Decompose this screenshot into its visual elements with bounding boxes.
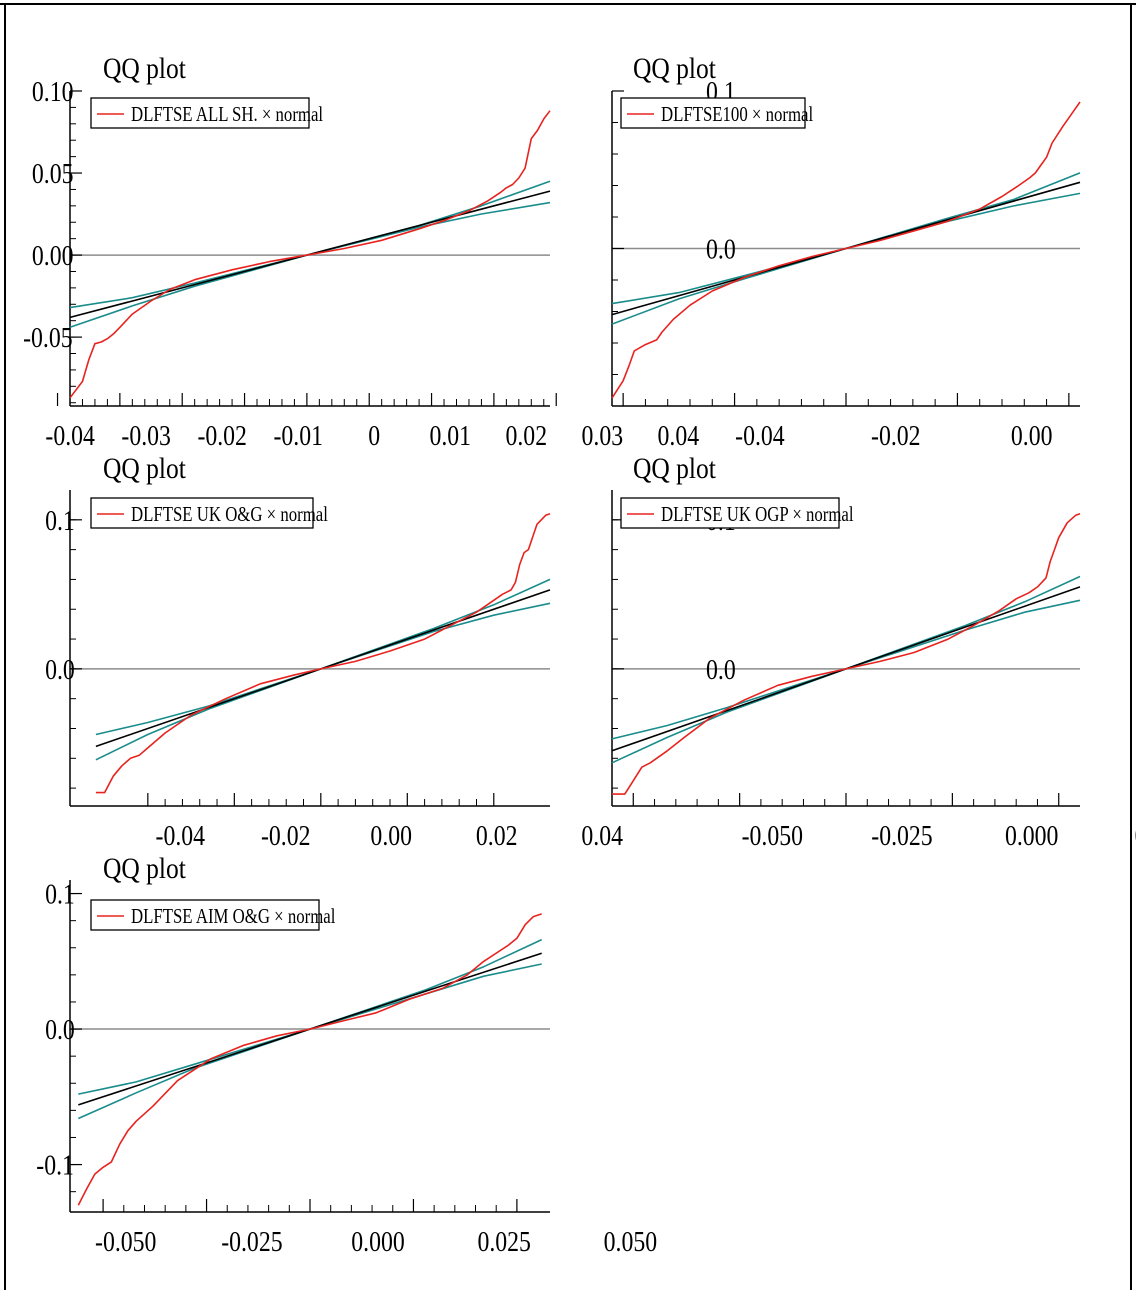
legend: DLFTSE ALL SH. × normal — [90, 97, 323, 129]
legend: DLFTSE100 × normal — [620, 97, 813, 129]
qq-chart-5: -0.050 -0.025 0.000 0.025 0.050 -0.1 0.0 0.1 QQ … — [36, 852, 657, 1257]
y-tick-label: 0.1 — [45, 877, 75, 910]
legend-label: DLFTSE100 × normal — [661, 103, 813, 126]
x-tick-label: -0.025 — [221, 1225, 282, 1258]
y-tick-label: 0.0 — [706, 232, 736, 265]
x-tick-label: 0.02 — [476, 819, 518, 852]
qq-chart-2: -0.04-0.020.000.020.040.00.1QQ plotDLFTS… — [611, 52, 1081, 452]
x-tick-label: -0.02 — [261, 819, 311, 852]
x-tick-label: -0.02 — [871, 419, 921, 452]
qq-series-line — [69, 110, 551, 399]
band-lower-line — [77, 963, 542, 1120]
y-tick-label: -0.05 — [23, 321, 73, 354]
y-tick-label: -0.1 — [36, 1148, 74, 1181]
x-tick-label: 0.02 — [505, 419, 547, 452]
x-tick-label: 0.04 — [658, 419, 700, 452]
x-tick-label: -0.04 — [735, 419, 785, 452]
x-tick-label: -0.050 — [742, 819, 803, 852]
band-lower-line — [69, 201, 551, 329]
band-upper-line — [95, 578, 551, 736]
legend: DLFTSE UK OGP × normal — [620, 497, 854, 529]
band-upper-line — [611, 172, 1081, 305]
band-upper-line — [69, 180, 551, 309]
band-lower-line — [611, 192, 1081, 325]
x-tick-label: -0.02 — [197, 419, 247, 452]
band-lower-line — [95, 602, 551, 761]
legend-box — [620, 497, 840, 529]
x-tick-label: 0.000 — [351, 1225, 404, 1258]
qq-series-line — [95, 513, 551, 794]
chart-title: QQ plot — [103, 52, 186, 85]
y-tick-label: 0.05 — [32, 157, 74, 190]
qq-chart-1: -0.04 -0.03 -0.02 -0.01 0 0.01 0.02 0.03 0.04 -0.… — [23, 52, 699, 451]
chart-title: QQ plot — [103, 452, 186, 485]
band-upper-line — [78, 938, 543, 1095]
x-tick-label: 0.00 — [1011, 419, 1053, 452]
x-tick-label: -0.04 — [45, 419, 95, 452]
x-tick-label: -0.025 — [871, 819, 932, 852]
x-tick-label: 0 — [368, 419, 380, 452]
qq-series-line — [612, 513, 1081, 795]
legend-label: DLFTSE ALL SH. × normal — [131, 103, 323, 126]
x-tick-label: 0.00 — [370, 819, 412, 852]
x-tick-label: -0.04 — [156, 819, 206, 852]
legend-label: DLFTSE UK OGP × normal — [661, 503, 854, 526]
y-tick-label: 0.10 — [32, 75, 74, 108]
qq-series-line — [611, 101, 1081, 399]
chart-title: QQ plot — [103, 852, 186, 885]
x-tick-label: 0.04 — [581, 819, 623, 852]
chart-title: QQ plot — [633, 452, 716, 485]
y-tick-label: 0.0 — [45, 1013, 75, 1046]
x-tick-label: -0.050 — [95, 1225, 156, 1258]
x-tick-label: 0.01 — [429, 419, 471, 452]
y-tick-label: 0.1 — [45, 504, 75, 537]
legend: DLFTSE UK O&G × normal — [90, 497, 328, 529]
x-tick-label: 0.03 — [582, 419, 624, 452]
y-tick-label: 0.0 — [45, 653, 75, 686]
chart-title: QQ plot — [633, 52, 716, 85]
legend: DLFTSE AIM O&G × normal — [90, 899, 335, 931]
x-tick-label: -0.01 — [273, 419, 323, 452]
band-upper-line — [611, 575, 1081, 740]
legend-box — [90, 97, 310, 129]
x-tick-label: 0.025 — [1135, 819, 1136, 852]
x-tick-label: 0.025 — [477, 1225, 530, 1258]
qq-series-line — [77, 913, 542, 1206]
legend-box — [90, 497, 314, 529]
x-tick-label: 0.000 — [1005, 819, 1058, 852]
y-tick-label: 0.0 — [706, 653, 736, 686]
qq-chart-3: -0.04 -0.02 0.00 0.02 0.04 0.0 0.1 QQ plot DLFTS… — [45, 452, 623, 851]
legend-box — [620, 97, 806, 129]
legend-label: DLFTSE UK O&G × normal — [131, 503, 328, 526]
y-tick-label: 0.00 — [32, 239, 74, 272]
legend-box — [90, 899, 320, 931]
legend-label: DLFTSE AIM O&G × normal — [131, 905, 335, 928]
x-tick-label: -0.03 — [121, 419, 171, 452]
x-tick-label: 0.050 — [604, 1225, 657, 1258]
